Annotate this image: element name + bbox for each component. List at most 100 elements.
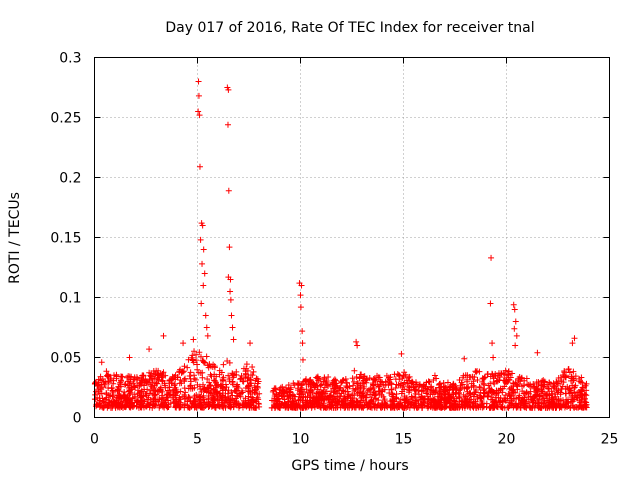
data-point (201, 270, 208, 277)
data-point (106, 379, 113, 386)
data-point (505, 390, 512, 397)
data-point (321, 393, 328, 400)
x-tick-label: 10 (292, 432, 310, 448)
data-point (366, 375, 373, 382)
data-point (137, 394, 144, 401)
data-point (182, 395, 189, 402)
data-point (185, 385, 192, 392)
data-point (146, 346, 153, 353)
data-point (109, 388, 116, 395)
data-point (323, 388, 330, 395)
data-point (342, 395, 349, 402)
data-point (135, 404, 142, 411)
data-point (177, 402, 184, 409)
data-point (149, 395, 156, 402)
data-point (518, 397, 525, 404)
data-point (198, 300, 205, 307)
data-point (210, 377, 217, 384)
data-point (475, 404, 482, 411)
data-point (283, 389, 290, 396)
data-point (154, 371, 161, 378)
data-point (320, 404, 327, 411)
data-point (220, 402, 227, 409)
data-point (204, 376, 211, 383)
data-point (388, 390, 395, 397)
data-point (489, 340, 496, 347)
data-point (327, 403, 334, 410)
data-point (562, 373, 569, 380)
data-point (100, 379, 107, 386)
data-point (320, 378, 327, 385)
x-axis-label: GPS time / hours (291, 458, 408, 474)
data-point (277, 404, 284, 411)
data-point (513, 381, 520, 388)
data-point (236, 390, 243, 397)
data-point (306, 389, 313, 396)
y-tick-label: 0.05 (50, 351, 81, 367)
data-point (249, 364, 256, 371)
data-point (279, 393, 286, 400)
data-point (205, 400, 212, 407)
data-point (569, 393, 576, 400)
data-point (197, 236, 204, 243)
data-point (313, 374, 320, 381)
data-point (365, 386, 372, 393)
data-point (566, 369, 573, 376)
data-point (322, 379, 329, 386)
data-point (562, 374, 569, 381)
data-point (227, 296, 234, 303)
data-point (225, 372, 232, 379)
data-point (511, 325, 518, 332)
data-point (225, 387, 232, 394)
data-point (239, 378, 246, 385)
data-point (297, 304, 304, 311)
data-point (442, 384, 449, 391)
data-point (578, 374, 585, 381)
y-tick-label: 0.25 (50, 111, 81, 127)
data-point (350, 385, 357, 392)
data-point (306, 400, 313, 407)
data-point (351, 392, 358, 399)
data-point (465, 383, 472, 390)
data-point (536, 404, 543, 411)
data-point (405, 383, 412, 390)
data-point (437, 402, 444, 409)
data-point (227, 276, 234, 283)
data-point (457, 382, 464, 389)
data-point (461, 401, 468, 408)
data-point (206, 381, 213, 388)
data-point (189, 356, 196, 363)
y-axis-label: ROTI / TECUs (7, 192, 23, 284)
data-point (159, 377, 166, 384)
data-point (299, 328, 306, 335)
data-point (209, 364, 216, 371)
data-point (115, 395, 122, 402)
data-point (474, 377, 481, 384)
data-point (208, 373, 215, 380)
axis-ticks (94, 57, 610, 418)
data-point (488, 386, 495, 393)
data-point (151, 392, 158, 399)
data-point (128, 384, 135, 391)
data-point (126, 387, 133, 394)
data-point (405, 389, 412, 396)
data-point (430, 388, 437, 395)
data-point (315, 403, 322, 410)
data-point (330, 389, 337, 396)
data-point (145, 394, 152, 401)
data-point (578, 387, 585, 394)
data-point (529, 397, 536, 404)
data-point (331, 376, 338, 383)
data-point (193, 351, 200, 358)
data-point (549, 390, 556, 397)
data-point (226, 376, 233, 383)
data-point (100, 398, 107, 405)
data-point (230, 372, 237, 379)
data-point (568, 373, 575, 380)
data-point (222, 381, 229, 388)
data-point (104, 372, 111, 379)
data-point (250, 368, 257, 375)
data-point (362, 398, 369, 405)
data-point (177, 377, 184, 384)
data-point (433, 375, 440, 382)
